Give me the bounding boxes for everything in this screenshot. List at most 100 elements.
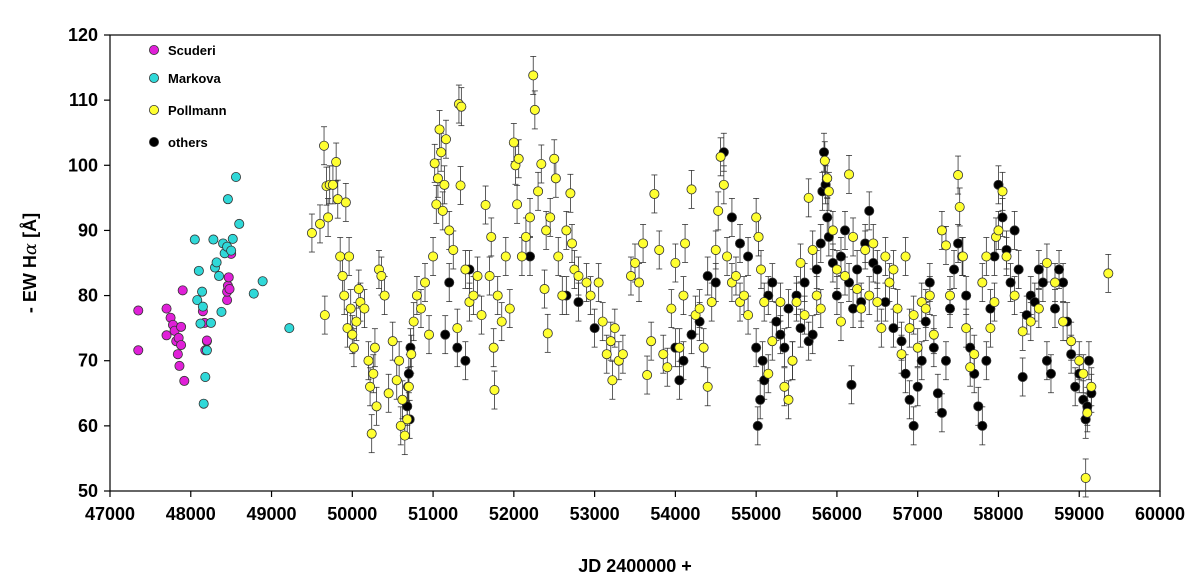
point-pollmann <box>541 225 552 236</box>
point-others <box>997 212 1008 223</box>
point-pollmann <box>924 290 935 301</box>
point-pollmann <box>331 157 342 168</box>
point-pollmann <box>319 310 330 321</box>
point-pollmann <box>823 186 834 197</box>
point-pollmann <box>1017 326 1028 337</box>
point-markova <box>208 234 219 245</box>
point-others <box>949 264 960 275</box>
point-others <box>835 251 846 262</box>
point-pollmann <box>363 355 374 366</box>
point-pollmann <box>767 336 778 347</box>
point-pollmann <box>593 277 604 288</box>
point-pollmann <box>680 238 691 249</box>
point-pollmann <box>670 257 681 268</box>
point-pollmann <box>529 104 540 115</box>
point-pollmann <box>1025 316 1036 327</box>
y-tick-label: 90 <box>78 220 98 240</box>
point-others <box>460 355 471 366</box>
point-pollmann <box>783 394 794 405</box>
point-others <box>846 379 857 390</box>
point-scuderi <box>161 330 172 341</box>
point-pollmann <box>880 251 891 262</box>
point-others <box>1009 225 1020 236</box>
point-pollmann <box>835 316 846 327</box>
point-pollmann <box>713 205 724 216</box>
point-pollmann <box>896 349 907 360</box>
point-others <box>444 277 455 288</box>
point-markova <box>195 318 206 329</box>
point-pollmann <box>539 284 550 295</box>
point-scuderi <box>201 335 212 346</box>
point-pollmann <box>444 225 455 236</box>
point-others <box>1054 264 1065 275</box>
point-others <box>928 342 939 353</box>
y-tick-label: 110 <box>69 90 98 110</box>
point-others <box>953 238 964 249</box>
point-others <box>973 401 984 412</box>
point-pollmann <box>314 218 325 229</box>
point-pollmann <box>504 303 515 314</box>
point-pollmann <box>1009 290 1020 301</box>
point-pollmann <box>981 251 992 262</box>
point-pollmann <box>815 303 826 314</box>
point-pollmann <box>528 70 539 81</box>
point-others <box>440 329 451 340</box>
point-pollmann <box>516 251 527 262</box>
point-pollmann <box>1050 277 1061 288</box>
point-pollmann <box>694 303 705 314</box>
point-pollmann <box>848 231 859 242</box>
point-pollmann <box>844 169 855 180</box>
point-scuderi <box>176 321 187 332</box>
point-pollmann <box>993 225 1004 236</box>
point-others <box>751 342 762 353</box>
point-markova <box>189 234 200 245</box>
point-pollmann <box>359 303 370 314</box>
point-markova <box>201 345 212 356</box>
point-pollmann <box>365 381 376 392</box>
point-scuderi <box>172 349 183 360</box>
point-scuderi <box>177 285 188 296</box>
point-pollmann <box>436 147 447 158</box>
point-pollmann <box>892 303 903 314</box>
point-pollmann <box>525 212 536 223</box>
point-others <box>710 277 721 288</box>
point-pollmann <box>335 251 346 262</box>
point-pollmann <box>807 244 818 255</box>
point-markova <box>214 271 225 282</box>
point-pollmann <box>763 368 774 379</box>
point-pollmann <box>513 153 524 164</box>
point-pollmann <box>953 170 964 181</box>
point-pollmann <box>406 349 417 360</box>
point-others <box>945 303 956 314</box>
point-others <box>961 290 972 301</box>
point-pollmann <box>957 251 968 262</box>
point-pollmann <box>945 290 956 301</box>
point-pollmann <box>468 290 479 301</box>
point-others <box>702 271 713 282</box>
point-others <box>726 212 737 223</box>
point-pollmann <box>368 368 379 379</box>
point-others <box>904 394 915 405</box>
point-others <box>686 329 697 340</box>
point-pollmann <box>678 290 689 301</box>
point-others <box>771 316 782 327</box>
point-pollmann <box>876 323 887 334</box>
legend-marker-scuderi <box>148 45 159 56</box>
point-pollmann <box>860 244 871 255</box>
x-tick-label: 55000 <box>731 504 781 524</box>
point-others <box>977 420 988 431</box>
point-markova <box>198 398 209 409</box>
point-pollmann <box>912 342 923 353</box>
point-others <box>819 147 830 158</box>
point-pollmann <box>662 362 673 373</box>
x-tick-label: 49000 <box>247 504 297 524</box>
point-markova <box>211 257 222 268</box>
point-pollmann <box>872 297 883 308</box>
x-tick-label: 60000 <box>1135 504 1185 524</box>
point-pollmann <box>434 124 445 135</box>
point-others <box>924 277 935 288</box>
point-markova <box>193 265 204 276</box>
point-scuderi <box>133 305 144 316</box>
point-pollmann <box>1103 268 1114 279</box>
point-others <box>674 375 685 386</box>
